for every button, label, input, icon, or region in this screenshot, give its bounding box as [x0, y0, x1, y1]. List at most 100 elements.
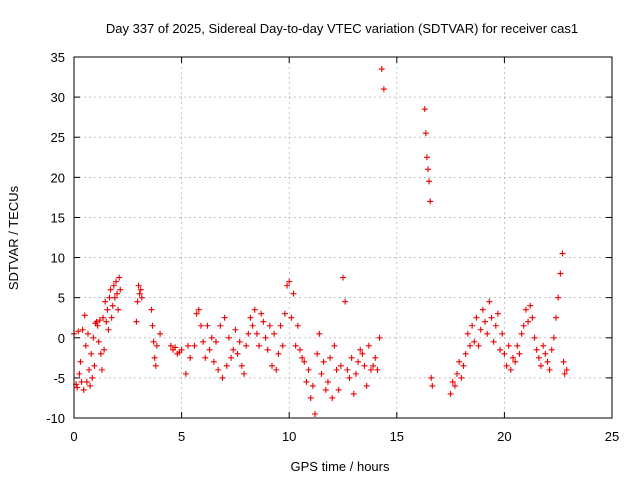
data-point: [262, 334, 269, 341]
data-point: [471, 338, 478, 345]
data-point: [281, 310, 288, 317]
data-point: [110, 282, 117, 289]
data-point: [152, 362, 159, 369]
data-point: [484, 330, 491, 337]
data-point: [200, 338, 207, 345]
data-points: [71, 66, 570, 417]
data-point: [238, 362, 245, 369]
data-point: [241, 370, 248, 377]
data-point: [553, 314, 560, 321]
data-point: [456, 358, 463, 365]
data-point: [525, 318, 532, 325]
data-point: [499, 330, 506, 337]
data-point: [312, 410, 319, 417]
data-point: [451, 382, 458, 389]
data-point: [172, 344, 179, 351]
y-axis-label: SDTVAR / TECUs: [6, 185, 21, 290]
data-point: [454, 370, 461, 377]
data-point: [559, 250, 566, 257]
data-point: [247, 314, 254, 321]
data-point: [301, 358, 308, 365]
data-point: [537, 362, 544, 369]
data-point: [206, 346, 213, 353]
data-point: [187, 354, 194, 361]
data-point: [512, 358, 519, 365]
data-point: [116, 274, 123, 281]
data-point: [355, 358, 362, 365]
data-point: [305, 366, 312, 373]
data-point: [111, 294, 118, 301]
data-point: [221, 314, 228, 321]
data-point: [202, 354, 209, 361]
data-point: [421, 106, 428, 113]
data-point: [372, 354, 379, 361]
data-point: [486, 298, 493, 305]
data-point: [208, 334, 215, 341]
data-point: [335, 386, 342, 393]
data-point: [133, 318, 140, 325]
data-point: [288, 314, 295, 321]
data-point: [458, 374, 465, 381]
data-point: [115, 306, 122, 313]
data-point: [98, 366, 105, 373]
data-point: [136, 290, 143, 297]
data-point: [540, 342, 547, 349]
data-point: [101, 346, 108, 353]
data-point: [103, 318, 110, 325]
data-point: [279, 342, 286, 349]
data-point: [230, 346, 237, 353]
data-point: [193, 310, 200, 317]
data-point: [264, 346, 271, 353]
data-point: [492, 322, 499, 329]
data-point: [148, 306, 155, 313]
y-tick-label: 0: [58, 331, 65, 346]
data-point: [546, 366, 553, 373]
y-tick-label: 5: [58, 291, 65, 306]
data-point: [223, 362, 230, 369]
y-tick-label: -5: [53, 371, 65, 386]
data-point: [460, 362, 467, 369]
data-point: [157, 330, 164, 337]
chart-title: Day 337 of 2025, Sidereal Day-to-day VTE…: [106, 21, 578, 36]
data-point: [134, 298, 141, 305]
data-point: [342, 298, 349, 305]
data-point: [479, 306, 486, 313]
data-point: [350, 390, 357, 397]
data-point: [266, 322, 273, 329]
data-point: [555, 294, 562, 301]
data-point: [117, 286, 124, 293]
data-point: [94, 322, 101, 329]
data-point: [333, 366, 340, 373]
x-axis-label: GPS time / hours: [291, 459, 390, 474]
data-point: [505, 342, 512, 349]
data-point: [359, 350, 366, 357]
data-point: [97, 350, 104, 357]
data-point: [292, 342, 299, 349]
data-point: [462, 350, 469, 357]
data-point: [303, 378, 310, 385]
data-point: [514, 342, 521, 349]
data-point: [77, 358, 84, 365]
data-point: [550, 334, 557, 341]
data-point: [107, 286, 114, 293]
data-point: [258, 310, 265, 317]
data-point: [275, 350, 282, 357]
data-point: [236, 338, 243, 345]
x-tick-label: 15: [390, 429, 404, 444]
data-point: [79, 326, 86, 333]
data-point: [346, 374, 353, 381]
y-tick-label: -10: [46, 411, 65, 426]
data-point: [149, 322, 156, 329]
data-point: [210, 358, 217, 365]
data-point: [503, 362, 510, 369]
data-point: [518, 330, 525, 337]
data-point: [475, 342, 482, 349]
data-point: [83, 378, 90, 385]
data-point: [219, 374, 226, 381]
data-point: [84, 330, 91, 337]
data-point: [185, 342, 192, 349]
plot-frame: [73, 56, 613, 419]
data-point: [93, 318, 100, 325]
grid-lines: [74, 57, 612, 418]
data-point: [309, 382, 316, 389]
